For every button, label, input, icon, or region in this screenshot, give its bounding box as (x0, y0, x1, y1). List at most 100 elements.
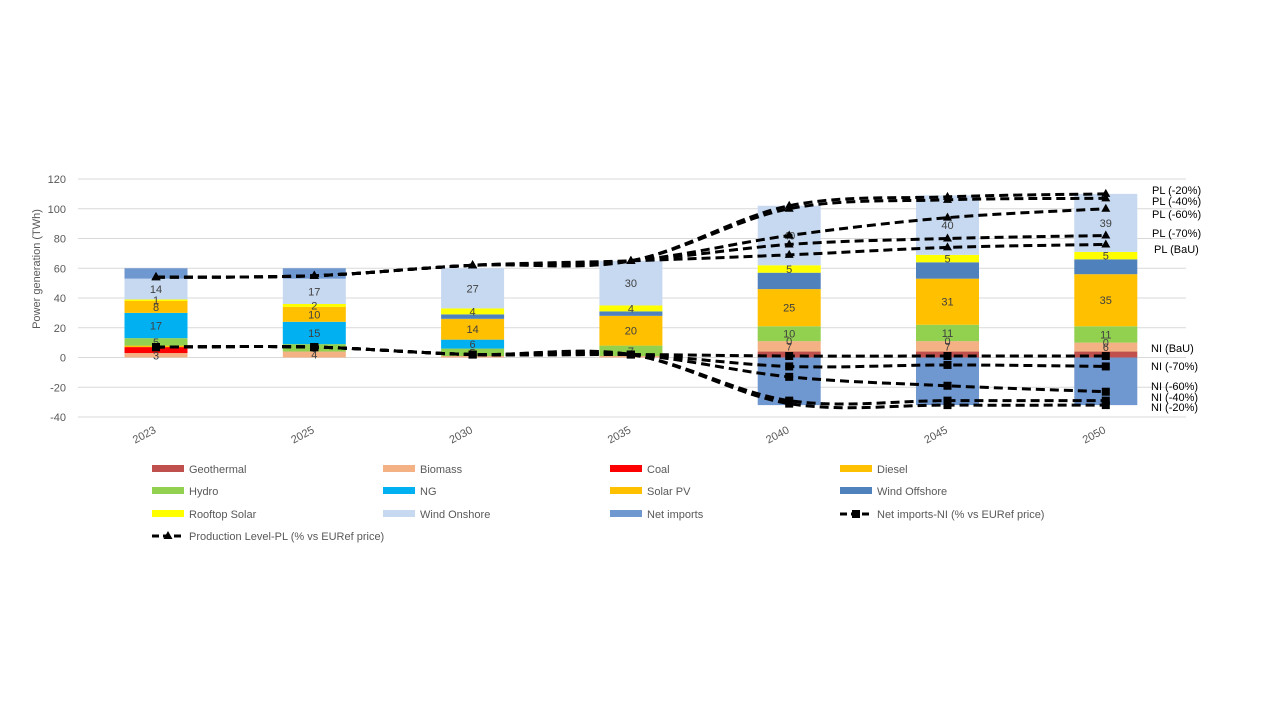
y-tick-label: 0 (60, 353, 66, 365)
legend-item-wind-onshore: Wind Onshore (383, 509, 490, 521)
legend-swatch (610, 510, 642, 517)
bar-segment-rooftop-solar-2023 (124, 299, 188, 301)
pl-point (151, 272, 161, 281)
bar-segment-biomass-2050 (1074, 342, 1138, 352)
data-label-solar-pv: 10 (308, 309, 320, 321)
bar-segment-wind-onshore-2025 (282, 278, 346, 304)
ni-point (310, 343, 319, 352)
data-label-hydro: 11 (1100, 329, 1111, 341)
legend-swatch (383, 487, 415, 494)
ni-point (943, 381, 952, 390)
pl-point (1101, 239, 1111, 248)
data-label-biomass: 6 (1103, 342, 1109, 354)
data-label-wind-onshore: 40 (941, 220, 953, 232)
bar-segment-hydro-2050 (1074, 326, 1138, 343)
pl-point (943, 194, 952, 203)
ni-point (785, 399, 794, 408)
ni-point (1101, 396, 1110, 405)
legend-item-diesel: Diesel (840, 464, 908, 476)
data-label-solar-pv: 35 (1100, 295, 1112, 307)
data-label-hydro: 5 (153, 337, 159, 349)
ni-line-label: NI (-40%) (1151, 392, 1198, 404)
pl-point (468, 260, 478, 269)
legend-label: Production Level-PL (% vs EURef price) (189, 531, 384, 543)
data-label-rooftop-solar: 5 (1103, 251, 1109, 263)
bar-segment-solar-pv-2050 (1074, 274, 1138, 327)
pl-line-label: PL (-40%) (1152, 196, 1201, 208)
bar-segment-biomass-2045 (916, 341, 979, 352)
legend-item-production-level-pl-vs-euref-price: Production Level-PL (% vs EURef price) (152, 531, 384, 543)
bar-segment-wind-offshore-2045 (916, 262, 979, 279)
data-label-rooftop-solar: 1 (153, 295, 159, 307)
data-label-wind-onshore: 39 (1100, 218, 1112, 230)
legend-item-solar-pv: Solar PV (610, 486, 691, 498)
legend-swatch (152, 487, 184, 494)
stacked-bars (124, 193, 1138, 406)
x-tick-label: 2023 (131, 424, 158, 446)
data-label-zero: 0 (1103, 338, 1109, 350)
bar-segment-solar-pv-2023 (124, 300, 188, 313)
bar-segment-wind-offshore-2030 (441, 314, 505, 319)
legend-swatch (610, 487, 642, 494)
bar-segment-hydro-2045 (916, 324, 979, 342)
data-label-solar-pv: 20 (625, 326, 637, 338)
bar-segment-hydro-2023 (124, 338, 188, 346)
pl-line-label: PL (-20%) (1152, 185, 1201, 197)
ni-point (468, 350, 477, 359)
bar-segment-rooftop-solar-2040 (757, 265, 821, 273)
x-tick-label: 2040 (764, 424, 791, 446)
legend-item-hydro: Hydro (152, 486, 218, 498)
pl-point (1101, 230, 1111, 239)
legend-label: NG (420, 486, 437, 498)
bar-segment-ng-2025 (282, 321, 346, 345)
pl-point (784, 239, 794, 248)
bar-segment-solar-pv-2035 (599, 315, 663, 346)
bar-segment-wind-onshore-2023 (124, 278, 188, 300)
y-tick-label: -20 (50, 382, 66, 394)
bar-segment-solar-pv-2025 (282, 306, 346, 322)
legend-triangle-marker (163, 531, 173, 539)
legend-swatch (383, 510, 415, 517)
legend-label: Diesel (877, 464, 908, 476)
data-label-ng: 15 (308, 328, 320, 340)
legend-item-net-imports: Net imports (610, 509, 704, 521)
pl-point (1101, 203, 1111, 212)
x-tick-label: 2050 (1081, 424, 1108, 446)
bar-segment-wind-offshore-2035 (599, 311, 663, 316)
legend-label: Net imports-NI (% vs EURef price) (877, 509, 1044, 521)
legend-swatch (610, 465, 642, 472)
ni-point (785, 352, 794, 361)
bar-segment-rooftop-solar-2030 (441, 308, 505, 315)
ni-point (943, 352, 952, 361)
data-label-biomass: 3 (153, 350, 159, 362)
legend: Geothermal Biomass Coal Diesel Hydro NG Solar … (152, 464, 1044, 543)
ni-point (626, 350, 635, 359)
data-label-biomass: 7 (944, 341, 950, 353)
legend-label: Solar PV (647, 486, 691, 498)
y-tick-label: 80 (54, 234, 66, 246)
data-label-solar-pv: 25 (783, 303, 795, 315)
pl-point (784, 203, 794, 212)
ni-point (152, 343, 160, 352)
bar-segment-hydro-2040 (757, 326, 821, 342)
bar-segment-solar-pv-2045 (916, 278, 979, 325)
bar-segment-rooftop-solar-2035 (599, 305, 663, 312)
bar-segment-wind-offshore-2040 (757, 272, 821, 290)
legend-swatch (152, 510, 184, 517)
ni-line-label: NI (-60%) (1151, 381, 1198, 393)
ni-point (785, 362, 794, 371)
data-label-wind-onshore: 27 (466, 283, 478, 295)
bar-segment-rooftop-solar-2050 (1074, 251, 1138, 260)
pl-point (943, 242, 952, 251)
bar-segment-solar-pv-2040 (757, 289, 821, 327)
legend-item-coal: Coal (610, 464, 670, 476)
bar-segment-solar-pv-2030 (441, 318, 505, 340)
bar-segment-wind-offshore-2050 (1074, 259, 1138, 275)
data-label-rooftop-solar: 2 (311, 300, 317, 312)
legend-label: Rooftop Solar (189, 509, 257, 521)
pl-point (784, 230, 794, 239)
legend-label: Hydro (189, 486, 218, 498)
bar-segment-wind-onshore-2030 (441, 268, 505, 309)
ni-point (943, 401, 952, 410)
ni-line-label: NI (-20%) (1151, 402, 1198, 414)
